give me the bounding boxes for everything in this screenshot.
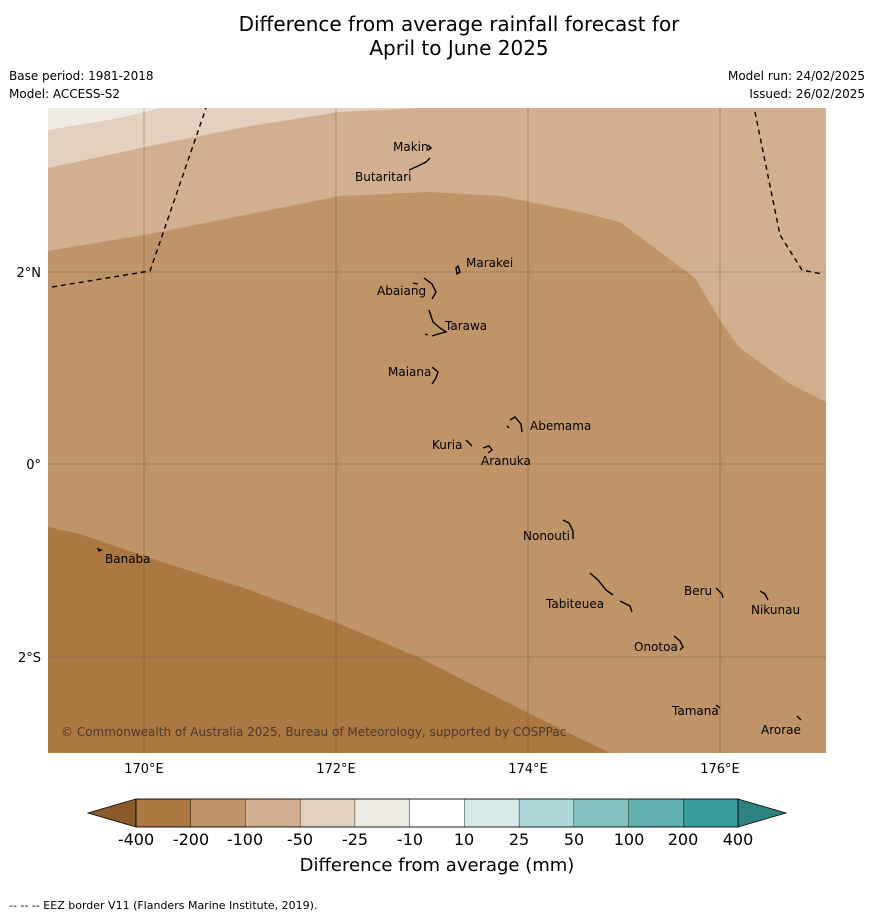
island-abemama [506, 416, 523, 433]
lon-tick-174: 174°E [508, 762, 548, 777]
island-beru [715, 587, 724, 599]
island-makin [427, 144, 433, 151]
colorbar-title: Difference from average (mm) [300, 855, 575, 876]
place-marakei: Marakei [466, 256, 513, 270]
cb-tick-10: 200 [668, 830, 699, 849]
region-neg100-neg50 [48, 108, 826, 402]
island-marakei [455, 264, 461, 276]
island-outlines [96, 144, 802, 721]
cb-tick-0: -400 [118, 830, 154, 849]
lat-axis-labels: 2°N 0° 2°S [17, 266, 42, 666]
lon-axis-labels: 170°E 172°E 174°E 176°E [124, 762, 740, 777]
cb-tick-6: 10 [454, 830, 474, 849]
colorbar-segment [135, 798, 192, 828]
place-makin: Makin [393, 140, 429, 154]
gridlines [143, 108, 721, 753]
place-kuria: Kuria [432, 438, 463, 452]
place-abaiang: Abaiang [377, 284, 426, 298]
eez-border [51, 108, 823, 288]
colorbar-segments [135, 798, 739, 828]
island-nikunau [759, 590, 769, 601]
island-tarawa [424, 309, 448, 337]
lat-gridlines [48, 271, 826, 658]
colorbar-frame [135, 798, 739, 828]
colorbar-segment [190, 798, 246, 828]
model-text: Model: ACCESS-S2 [9, 87, 121, 101]
cb-tick-4: -25 [342, 830, 368, 849]
place-nonouti: Nonouti [523, 529, 570, 543]
island-nonouti [562, 519, 574, 539]
place-beru: Beru [684, 584, 712, 598]
place-labels: Makin Butaritari Marakei Abaiang Tarawa … [105, 140, 801, 737]
colorbar: -400 -200 -100 -50 -25 -10 10 25 50 100 … [86, 798, 788, 876]
eez-footnote: -- -- -- EEZ border V11 (Flanders Marine… [9, 899, 318, 912]
map-title: Difference from average rainfall forecas… [0, 12, 873, 60]
colorbar-segment [409, 798, 465, 828]
place-tamana: Tamana [671, 704, 719, 718]
cb-tick-2: -100 [227, 830, 263, 849]
title-line-1: Difference from average rainfall forecas… [238, 12, 680, 36]
colorbar-segment [354, 798, 411, 828]
colorbar-over-arrow [737, 798, 788, 828]
place-arorae: Arorae [761, 723, 801, 737]
cb-tick-7: 25 [509, 830, 529, 849]
place-abemama: Abemama [530, 419, 591, 433]
island-kuria [465, 439, 473, 447]
region-neg25-neg10 [48, 108, 160, 130]
place-banaba: Banaba [105, 552, 151, 566]
lat-tick-2s: 2°S [18, 651, 41, 666]
cb-tick-9: 100 [614, 830, 645, 849]
copyright-text: © Commonwealth of Australia 2025, Bureau… [61, 725, 566, 739]
meta-left: Base period: 1981-2018 Model: ACCESS-S2 [9, 67, 154, 103]
island-tabiteuea [589, 572, 633, 613]
island-butaritari [408, 157, 431, 171]
colorbar-segment [573, 798, 630, 828]
place-butaritari: Butaritari [355, 170, 412, 184]
island-tamana [715, 704, 721, 709]
issued-text: Issued: 26/02/2025 [749, 87, 865, 101]
place-tabiteuea: Tabiteuea [545, 597, 604, 611]
lat-tick-2n: 2°N [17, 266, 42, 281]
model-run-text: Model run: 24/02/2025 [727, 69, 865, 83]
colorbar-segment [299, 798, 356, 828]
place-tarawa: Tarawa [444, 319, 487, 333]
lon-tick-176: 176°E [700, 762, 740, 777]
map-plot-area: Makin Butaritari Marakei Abaiang Tarawa … [48, 108, 826, 753]
colorbar-segment [245, 798, 301, 828]
island-maiana [431, 366, 439, 385]
colorbar-tick-labels: -400 -200 -100 -50 -25 -10 10 25 50 100 … [118, 830, 753, 849]
colorbar-segment [683, 798, 739, 828]
cb-tick-11: 400 [723, 830, 754, 849]
island-onotoa [673, 635, 684, 651]
island-banaba [96, 547, 103, 552]
title-line-2: April to June 2025 [369, 36, 549, 60]
cb-tick-1: -200 [173, 830, 209, 849]
colorbar-under-arrow [86, 798, 137, 828]
cb-tick-3: -50 [287, 830, 313, 849]
lon-tick-170: 170°E [124, 762, 164, 777]
colorbar-segment [518, 798, 575, 828]
place-maiana: Maiana [388, 365, 431, 379]
meta-right: Model run: 24/02/2025 Issued: 26/02/2025 [728, 67, 865, 103]
island-abaiang [412, 277, 437, 300]
colorbar-segment [464, 798, 520, 828]
colorbar-segment [628, 798, 684, 828]
region-neg50-neg25 [48, 108, 420, 168]
cb-tick-5: -10 [397, 830, 423, 849]
lon-tick-172: 172°E [316, 762, 356, 777]
cb-tick-8: 50 [564, 830, 584, 849]
region-neg400-neg200 [48, 527, 610, 753]
place-nikunau: Nikunau [751, 603, 800, 617]
island-arorae [796, 715, 802, 721]
place-onotoa: Onotoa [634, 640, 678, 654]
base-period-text: Base period: 1981-2018 [9, 69, 154, 83]
island-aranuka [482, 445, 493, 454]
lat-tick-0: 0° [26, 458, 41, 473]
place-aranuka: Aranuka [481, 454, 531, 468]
